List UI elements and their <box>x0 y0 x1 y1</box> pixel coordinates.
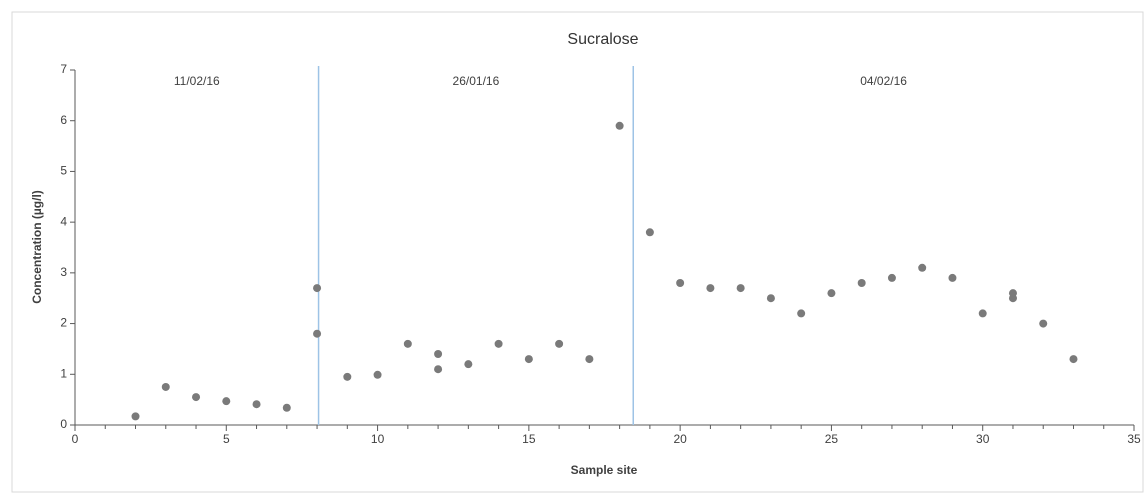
y-tick-label: 3 <box>60 265 67 279</box>
point <box>313 329 322 338</box>
y-tick-label: 4 <box>60 214 67 228</box>
point <box>1008 294 1017 303</box>
chart-frame <box>11 11 1144 493</box>
annotation: 26/01/16 <box>453 74 500 88</box>
point <box>161 382 170 391</box>
point <box>857 279 866 287</box>
x-tick-label: 0 <box>72 432 79 446</box>
annotation: 11/02/16 <box>174 74 220 88</box>
point <box>1069 355 1078 364</box>
y-tick-label: 1 <box>60 366 67 380</box>
point <box>585 355 594 364</box>
y-tick-label: 7 <box>60 62 67 76</box>
point <box>706 284 715 293</box>
point <box>494 339 503 348</box>
point <box>918 263 927 272</box>
point <box>192 393 201 402</box>
point <box>676 279 685 287</box>
point <box>766 294 775 303</box>
point <box>403 339 412 348</box>
point <box>736 284 745 293</box>
chart-title: Sucralose <box>567 31 638 48</box>
y-tick-label: 6 <box>60 113 67 127</box>
x-axis-title: Sample site <box>571 463 638 477</box>
y-tick-label: 2 <box>60 316 67 330</box>
point <box>373 370 382 379</box>
point <box>434 365 443 374</box>
point <box>222 397 231 406</box>
point <box>1039 319 1048 328</box>
x-tick-label: 35 <box>1127 432 1141 446</box>
point <box>555 339 564 348</box>
point <box>797 309 806 318</box>
point <box>313 284 322 293</box>
point <box>827 289 836 298</box>
annotation: 04/02/16 <box>860 74 907 88</box>
x-tick-label: 30 <box>976 432 990 446</box>
point <box>464 360 473 369</box>
point <box>434 350 443 358</box>
x-tick-label: 5 <box>223 432 230 446</box>
point <box>131 412 140 421</box>
x-tick-label: 10 <box>371 432 385 446</box>
x-tick-label: 20 <box>673 432 687 446</box>
x-tick-label: 15 <box>522 432 536 446</box>
point <box>524 355 533 364</box>
point <box>252 400 261 409</box>
y-tick-label: 5 <box>60 164 67 178</box>
point <box>645 228 654 237</box>
y-tick-label: 0 <box>60 417 67 431</box>
point <box>948 273 957 282</box>
point <box>887 273 896 282</box>
point <box>343 372 352 381</box>
y-axis-title: Concentration (µg/l) <box>30 190 44 304</box>
point <box>282 403 291 412</box>
point <box>615 121 624 130</box>
point <box>978 309 987 318</box>
x-tick-label: 25 <box>825 432 839 446</box>
